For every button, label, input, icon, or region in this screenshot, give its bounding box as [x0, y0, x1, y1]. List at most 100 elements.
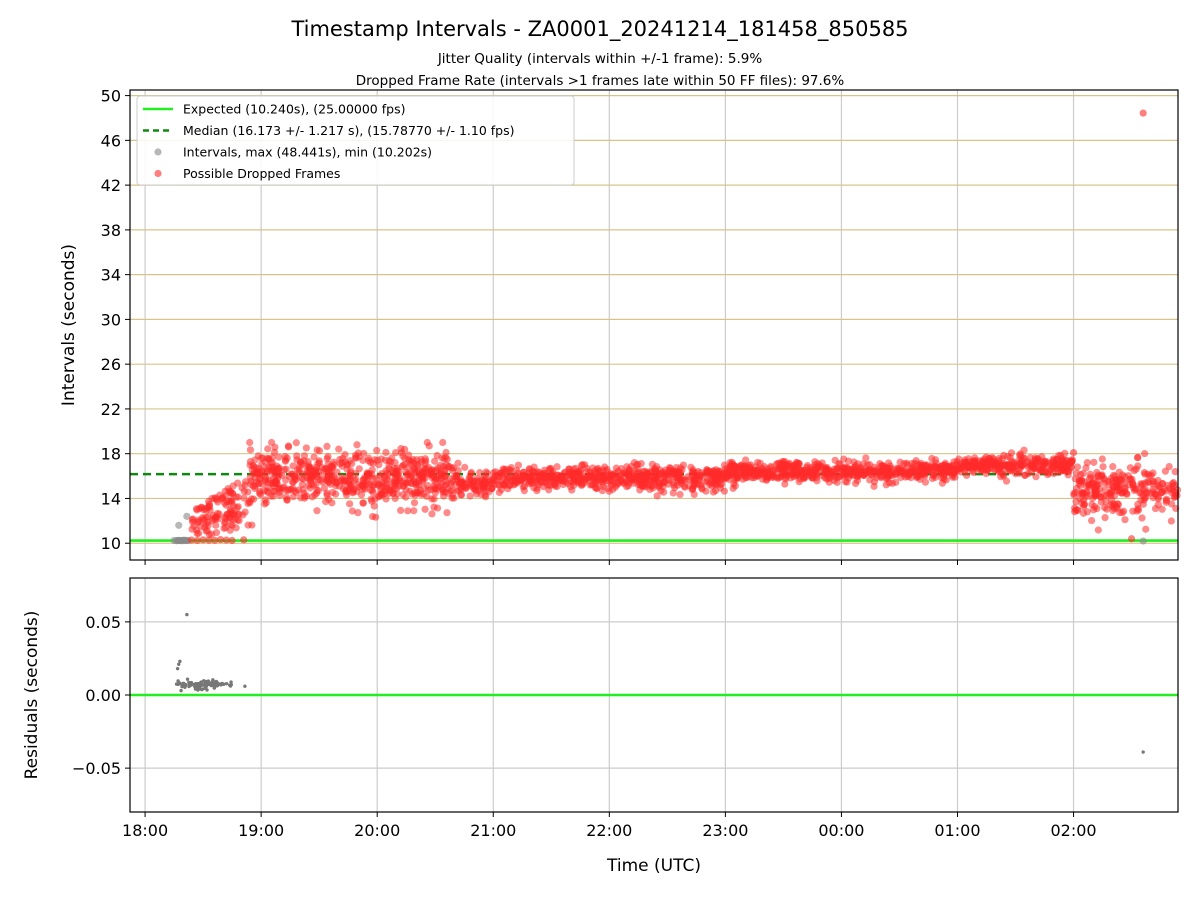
- dropped-frame-point: [411, 466, 419, 474]
- residuals-y-axis-label: Residuals (seconds): [22, 611, 42, 780]
- residual-point: [204, 682, 208, 687]
- dropped-frame-point: [1079, 490, 1087, 498]
- dropped-frame-point: [421, 505, 429, 513]
- residual-point: [212, 686, 217, 690]
- dropped-frame-point: [781, 475, 790, 483]
- legend-label: Expected (10.240s), (25.00000 fps): [183, 102, 405, 117]
- dropped-frame-point: [490, 475, 498, 483]
- dropped-frame-point: [246, 499, 254, 507]
- legend-item: Median (16.173 +/- 1.217 s), (15.78770 +…: [143, 123, 514, 138]
- dropped-frame-point: [1129, 481, 1137, 489]
- legend-swatch-dot: [154, 169, 162, 178]
- dropped-frame-point: [440, 473, 448, 481]
- dropped-frame-point: [860, 471, 868, 479]
- dropped-frame-point: [630, 473, 638, 482]
- dropped-frame-point: [249, 482, 257, 490]
- dropped-frame-point: [1011, 469, 1020, 478]
- dropped-frame-point: [1155, 483, 1164, 492]
- interval-point: [1139, 537, 1147, 545]
- dropped-frame-point: [385, 465, 393, 473]
- dropped-frame-point: [519, 471, 527, 480]
- dropped-frame-point: [421, 465, 430, 473]
- dropped-frame-point: [430, 503, 438, 511]
- dropped-frame-point: [222, 501, 230, 509]
- dropped-frame-point: [211, 536, 219, 544]
- dropped-frame-point: [979, 458, 987, 467]
- dropped-frame-point: [990, 458, 998, 466]
- dropped-frame-point: [785, 459, 794, 467]
- dropped-frame-point: [323, 442, 331, 451]
- dropped-frame-point: [812, 465, 820, 473]
- dropped-frame-point: [232, 524, 240, 532]
- dropped-frame-point: [413, 489, 421, 497]
- dropped-frame-point: [360, 484, 368, 492]
- dropped-frame-point: [957, 464, 965, 472]
- dropped-frame-point: [1089, 479, 1097, 487]
- dropped-frame-point: [514, 461, 523, 469]
- dropped-frame-point: [1128, 475, 1136, 483]
- intervals-y-tick-label: 34: [101, 266, 121, 285]
- dropped-frame-point: [203, 527, 211, 535]
- dropped-frame-point: [465, 475, 473, 483]
- dropped-frame-point: [854, 460, 862, 468]
- intervals-y-tick-label: 22: [101, 400, 121, 419]
- dropped-frame-point: [466, 482, 475, 490]
- dropped-frame-point: [1021, 471, 1029, 479]
- residual-point: [196, 686, 201, 690]
- dropped-frame-point: [792, 458, 800, 467]
- dropped-frame-point: [333, 468, 341, 476]
- residuals-axis-ticks: 18:00 19:00 20:00 21:00 22:00 23:00 00:00 01:00…: [72, 613, 1097, 840]
- x-tick-label: 19:00: [238, 821, 284, 840]
- dropped-frame-point: [240, 487, 248, 496]
- dropped-frame-point: [622, 469, 630, 477]
- dropped-frame-point: [1151, 490, 1160, 499]
- dropped-frame-point: [332, 482, 340, 490]
- dropped-frame-point: [1138, 514, 1146, 522]
- dropped-frame-point: [679, 461, 688, 469]
- dropped-frame-point: [428, 510, 436, 518]
- dropped-frame-point: [205, 497, 213, 505]
- residual-point: [228, 684, 233, 688]
- dropped-frame-point: [529, 478, 537, 487]
- dropped-frame-point: [272, 480, 280, 488]
- dropped-frame-point: [1099, 463, 1107, 471]
- dropped-frame-point: [1142, 525, 1150, 533]
- dropped-frame-point: [1118, 476, 1127, 485]
- dropped-frame-point: [461, 463, 469, 471]
- dropped-frame-point: [212, 515, 220, 523]
- intervals-points: [170, 109, 1182, 545]
- dropped-frame-point: [594, 472, 603, 480]
- dropped-frame-point: [189, 515, 197, 523]
- dropped-frame-point: [372, 474, 380, 482]
- dropped-frame-point: [887, 470, 895, 479]
- residual-point: [177, 662, 181, 666]
- intervals-y-tick-label: 26: [101, 355, 121, 374]
- dropped-frame-point: [425, 470, 434, 478]
- dropped-frame-point: [870, 478, 879, 486]
- legend-label: Median (16.173 +/- 1.217 s), (15.78770 +…: [183, 123, 514, 138]
- dropped-frame-point: [399, 452, 407, 460]
- intervals-y-tick-label: 10: [101, 534, 121, 553]
- dropped-frame-point: [292, 439, 300, 447]
- dropped-frame-point: [963, 471, 971, 480]
- dropped-frame-point: [1142, 488, 1151, 496]
- dropped-frame-point: [300, 452, 309, 460]
- residual-point: [224, 681, 229, 686]
- dropped-frame-point: [1120, 484, 1129, 492]
- intervals-plot-frame: [129, 89, 1179, 561]
- dropped-frame-point: [450, 494, 458, 502]
- dropped-frame-point: [254, 452, 262, 460]
- dropped-frame-point: [684, 472, 692, 481]
- chart-subtitle-dropped: Dropped Frame Rate (intervals >1 frames …: [356, 73, 845, 89]
- dropped-frame-point: [648, 460, 657, 468]
- dropped-frame-point: [369, 459, 377, 467]
- dropped-frame-point: [655, 471, 663, 479]
- dropped-frame-point: [1154, 476, 1162, 485]
- dropped-frame-point: [393, 490, 401, 498]
- dropped-frame-point: [636, 481, 644, 489]
- dropped-frame-point: [228, 536, 236, 545]
- dropped-frame-point: [310, 453, 318, 461]
- dropped-frame-point: [1098, 455, 1106, 463]
- dropped-frame-point: [284, 442, 293, 450]
- dropped-frame-point: [581, 461, 589, 469]
